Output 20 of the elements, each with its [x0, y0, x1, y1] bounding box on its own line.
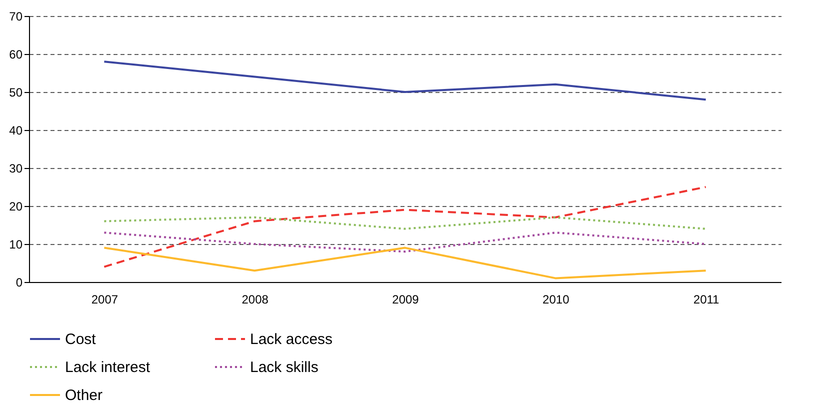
x-tick-label: 2009 [392, 292, 420, 306]
line-series [103, 60, 707, 101]
y-tick-label: 60 [9, 48, 23, 62]
x-tick-label: 2007 [91, 292, 118, 306]
x-tick-label: 2011 [693, 292, 720, 306]
legend-label: Lack interest [65, 359, 151, 376]
y-tick-label: 0 [16, 276, 23, 290]
y-tick-label: 50 [9, 86, 23, 100]
y-tick-label: 10 [9, 238, 23, 252]
y-tick-label: 20 [9, 200, 23, 214]
legend-label: Lack access [250, 331, 333, 348]
x-tick-label: 2008 [242, 292, 269, 306]
legend-label: Other [65, 387, 103, 404]
y-tick-label: 40 [9, 124, 23, 138]
y-tick-label: 30 [9, 162, 23, 176]
x-tick-label: 2010 [542, 292, 570, 306]
legend-label: Cost [65, 331, 97, 348]
y-tick-label: 70 [9, 10, 23, 24]
legend-label: Lack skills [250, 359, 318, 376]
line-series [103, 186, 707, 268]
